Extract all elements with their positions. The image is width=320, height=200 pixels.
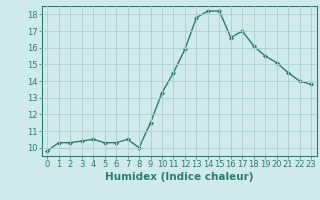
X-axis label: Humidex (Indice chaleur): Humidex (Indice chaleur) — [105, 172, 253, 182]
